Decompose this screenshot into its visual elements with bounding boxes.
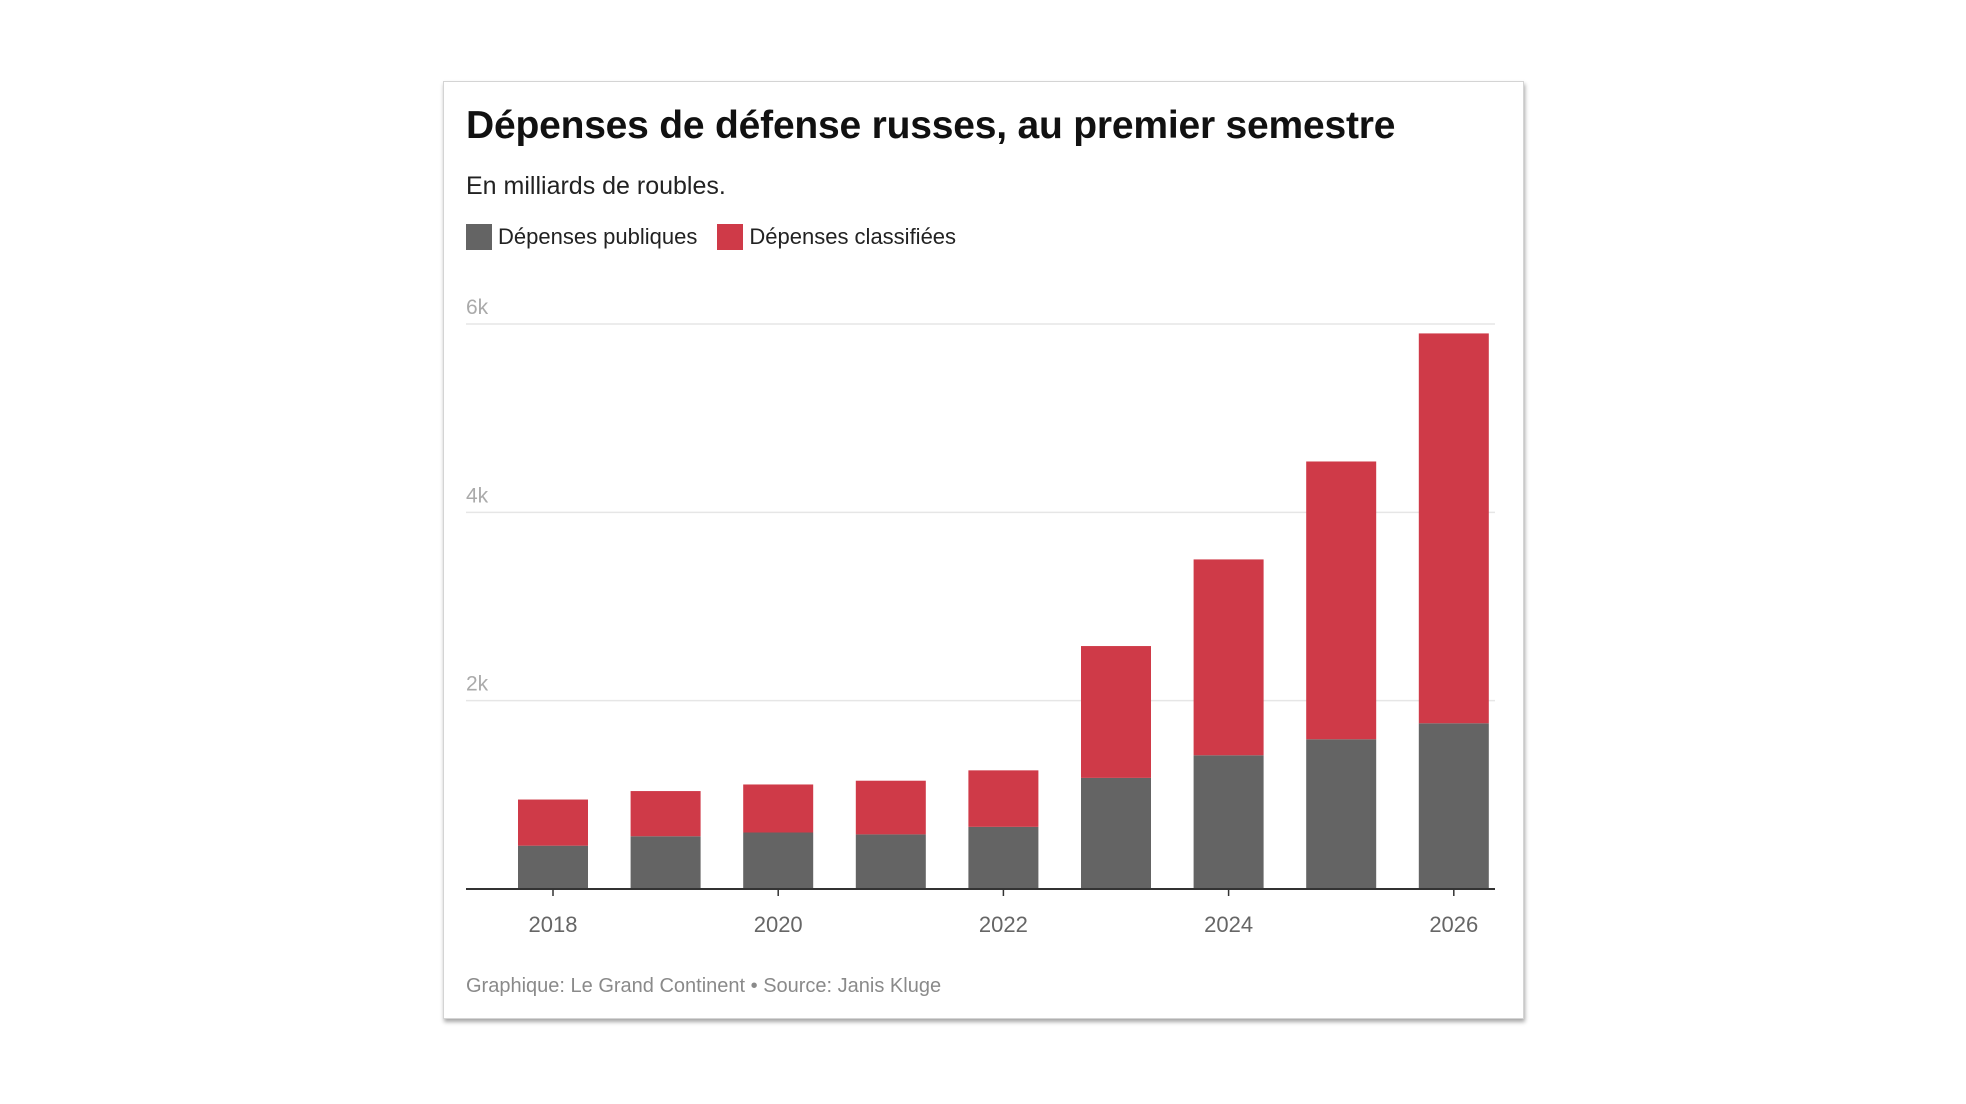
- bar-2022-classified: [968, 770, 1039, 827]
- bar-2025-public: [1306, 739, 1377, 889]
- x-tick-label-2022: 2022: [979, 912, 1028, 937]
- bar-2023-public: [1081, 777, 1151, 889]
- bar-2018-public: [518, 845, 588, 889]
- bar-2025-classified: [1306, 461, 1377, 740]
- chart-title: Dépenses de défense russes, au premier s…: [466, 104, 1396, 147]
- bar-2019-classified: [630, 791, 701, 837]
- bar-2026-classified: [1418, 333, 1489, 724]
- x-tick-label-2020: 2020: [754, 912, 803, 937]
- legend-item-classified: Dépenses classifiées: [717, 224, 956, 250]
- y-tick-label-2k: 2k: [466, 673, 489, 696]
- bar-2020-public: [743, 832, 814, 889]
- chart-card: Dépenses de défense russes, au premier s…: [443, 81, 1524, 1019]
- bar-2023-classified: [1081, 646, 1151, 778]
- legend-item-public: Dépenses publiques: [466, 224, 697, 250]
- bar-2024-classified: [1193, 559, 1264, 756]
- bar-2019-public: [630, 836, 701, 889]
- y-tick-label-4k: 4k: [466, 484, 489, 507]
- bar-chart: 2k 4k 6k 2018 2020 2022 2024 2026: [466, 296, 1495, 937]
- legend-label-public: Dépenses publiques: [498, 224, 698, 249]
- legend-swatch-classified: [717, 224, 744, 250]
- y-tick-label-6k: 6k: [466, 296, 489, 319]
- x-tick-label-2024: 2024: [1204, 912, 1253, 937]
- chart-subtitle: En milliards de roubles.: [466, 172, 726, 200]
- bar-2026-public: [1418, 723, 1489, 889]
- legend-label-classified: Dépenses classifiées: [749, 224, 957, 249]
- x-tick-label-2018: 2018: [529, 912, 578, 937]
- bar-2021-public: [855, 834, 926, 889]
- bar-2024-public: [1193, 755, 1264, 889]
- bar-2022-public: [968, 826, 1039, 889]
- bar-2021-classified: [855, 780, 926, 835]
- x-tick-label-2026: 2026: [1429, 912, 1478, 937]
- chart-footer: Graphique: Le Grand Continent • Source: …: [466, 975, 942, 997]
- bar-2018-classified: [518, 799, 588, 846]
- legend-swatch-public: [466, 224, 492, 250]
- chart-legend: Dépenses publiques Dépenses classifiées: [466, 224, 976, 250]
- bar-2020-classified: [743, 784, 814, 833]
